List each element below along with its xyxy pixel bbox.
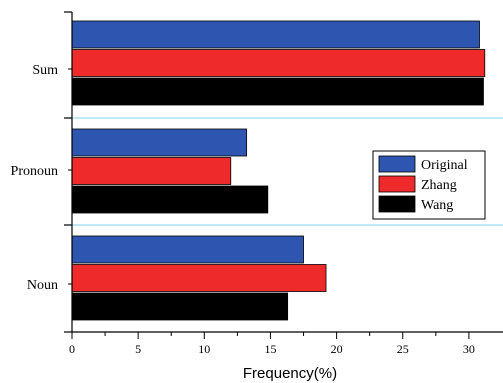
y-tick-labels: Noun Pronoun Sum [11,63,59,293]
y-tick-label-sum: Sum [32,63,58,78]
category-separators [72,117,503,226]
bar-noun-wang [71,292,289,321]
x-tick-label-20: 20 [331,342,343,356]
x-tick-label-25: 25 [397,342,409,356]
x-ticks: 0 5 10 15 20 25 30 [69,332,475,356]
x-tick-label-10: 10 [198,342,210,356]
x-tick-label-5: 5 [135,342,141,356]
legend-label-original: Original [421,158,468,173]
x-tick-label-0: 0 [69,342,75,356]
bar-pronoun-zhang [71,157,232,185]
bar-sum-original [71,20,480,49]
bars [71,20,486,321]
bar-sum-zhang [71,49,486,77]
legend: Original Zhang Wang [372,150,486,220]
x-tick-label-15: 15 [264,342,276,356]
legend-swatch-wang [378,195,416,213]
y-tick-label-pronoun: Pronoun [11,164,58,179]
bar-sum-wang [71,77,484,106]
bar-pronoun-wang [71,185,269,214]
x-tick-label-30: 30 [463,342,475,356]
x-axis-label: Frequency(%) [243,365,337,382]
bar-noun-zhang [71,264,327,292]
bar-pronoun-original [71,128,248,157]
legend-swatch-original [378,155,416,173]
legend-label-zhang: Zhang [421,178,457,193]
legend-label-wang: Wang [421,198,453,213]
legend-swatch-zhang [378,175,416,193]
y-tick-label-noun: Noun [27,278,58,293]
bar-noun-original [71,235,304,264]
axes [64,11,503,333]
